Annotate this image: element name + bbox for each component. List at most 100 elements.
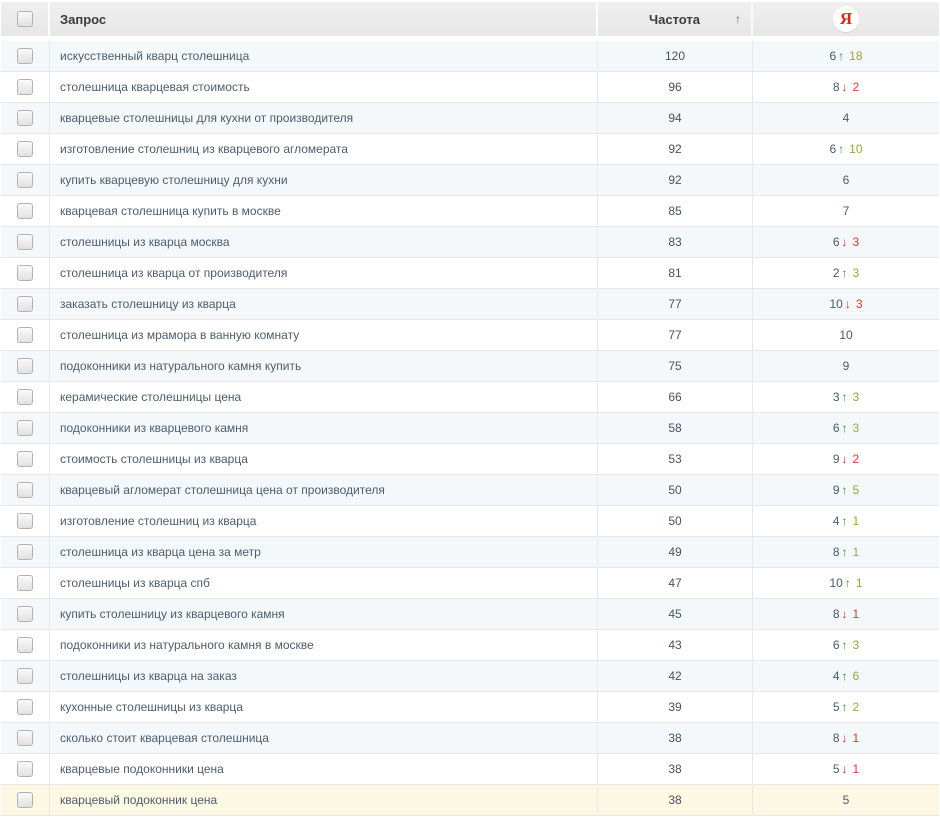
frequency-value: 81 xyxy=(668,266,682,280)
query-cell[interactable]: стоимость столешницы из кварца xyxy=(50,444,598,474)
table-row[interactable]: подоконники из кварцевого камня 58 6 ↑ 3 xyxy=(1,413,939,444)
table-row[interactable]: купить столешницу из кварцевого камня 45… xyxy=(1,599,939,630)
header-frequency-cell[interactable]: Частота ↑ xyxy=(598,2,753,36)
row-checkbox[interactable] xyxy=(17,482,33,498)
position-cell: 4 xyxy=(753,103,939,133)
query-cell[interactable]: столешница кварцевая стоимость xyxy=(50,72,598,102)
query-cell[interactable]: сколько стоит кварцевая столешница xyxy=(50,723,598,753)
query-cell[interactable]: керамические столешницы цена xyxy=(50,382,598,412)
frequency-value: 42 xyxy=(668,669,682,683)
query-cell[interactable]: столешницы из кварца москва xyxy=(50,227,598,257)
table-row[interactable]: столешница из кварца от производителя 81… xyxy=(1,258,939,289)
position-value: 6 xyxy=(832,638,840,652)
table-row[interactable]: кварцевый подоконник цена 38 5 xyxy=(1,785,939,816)
table-row[interactable]: столешница кварцевая стоимость 96 8 ↓ 2 xyxy=(1,72,939,103)
header-yandex-cell[interactable]: Я xyxy=(753,2,939,36)
query-cell[interactable]: кварцевая столешница купить в москве xyxy=(50,196,598,226)
row-checkbox[interactable] xyxy=(17,792,33,808)
row-checkbox[interactable] xyxy=(17,575,33,591)
query-cell[interactable]: изготовление столешниц из кварца xyxy=(50,506,598,536)
row-checkbox[interactable] xyxy=(17,699,33,715)
table-row[interactable]: кварцевая столешница купить в москве 85 … xyxy=(1,196,939,227)
row-checkbox[interactable] xyxy=(17,141,33,157)
row-checkbox-cell xyxy=(1,227,50,257)
position-value: 6 xyxy=(832,421,840,435)
query-cell[interactable]: столешница из кварца от производителя xyxy=(50,258,598,288)
row-checkbox[interactable] xyxy=(17,265,33,281)
position-change-delta: 2 xyxy=(852,80,860,94)
row-checkbox[interactable] xyxy=(17,761,33,777)
query-cell[interactable]: столешница из кварца цена за метр xyxy=(50,537,598,567)
table-row[interactable]: подоконники из натурального камня купить… xyxy=(1,351,939,382)
table-row[interactable]: купить кварцевую столешницу для кухни 92… xyxy=(1,165,939,196)
yandex-logo-icon[interactable]: Я xyxy=(833,6,859,32)
table-row[interactable]: сколько стоит кварцевая столешница 38 8 … xyxy=(1,723,939,754)
query-cell[interactable]: искусственный кварц столешница xyxy=(50,41,598,71)
table-row[interactable]: столешницы из кварца москва 83 6 ↓ 3 xyxy=(1,227,939,258)
query-cell[interactable]: кварцевый агломерат столешница цена от п… xyxy=(50,475,598,505)
row-checkbox-cell xyxy=(1,289,50,319)
row-checkbox-cell xyxy=(1,444,50,474)
query-cell[interactable]: купить столешницу из кварцевого камня xyxy=(50,599,598,629)
table-row[interactable]: изготовление столешниц из кварца 50 4 ↑ … xyxy=(1,506,939,537)
row-checkbox[interactable] xyxy=(17,544,33,560)
row-checkbox[interactable] xyxy=(17,110,33,126)
row-checkbox[interactable] xyxy=(17,327,33,343)
row-checkbox[interactable] xyxy=(17,420,33,436)
sort-ascending-icon[interactable]: ↑ xyxy=(735,12,741,26)
row-checkbox[interactable] xyxy=(17,637,33,653)
row-checkbox[interactable] xyxy=(17,358,33,374)
position-change-arrow-icon: ↑ xyxy=(838,49,845,63)
table-row[interactable]: стоимость столешницы из кварца 53 9 ↓ 2 xyxy=(1,444,939,475)
query-cell[interactable]: подоконники из натурального камня купить xyxy=(50,351,598,381)
query-cell[interactable]: купить кварцевую столешницу для кухни xyxy=(50,165,598,195)
query-text: столешницы из кварца на заказ xyxy=(60,669,237,683)
row-checkbox[interactable] xyxy=(17,48,33,64)
table-row[interactable]: кварцевые подоконники цена 38 5 ↓ 1 xyxy=(1,754,939,785)
row-checkbox[interactable] xyxy=(17,172,33,188)
query-cell[interactable]: изготовление столешниц из кварцевого агл… xyxy=(50,134,598,164)
row-checkbox[interactable] xyxy=(17,606,33,622)
query-cell[interactable]: кварцевые подоконники цена xyxy=(50,754,598,784)
query-cell[interactable]: столешница из мрамора в ванную комнату xyxy=(50,320,598,350)
row-checkbox[interactable] xyxy=(17,730,33,746)
row-checkbox[interactable] xyxy=(17,296,33,312)
header-query-cell[interactable]: Запрос xyxy=(50,2,598,36)
query-text: кварцевый подоконник цена xyxy=(60,793,218,807)
table-header-row: Запрос Частота ↑ Я xyxy=(1,2,939,36)
table-row[interactable]: столешницы из кварца на заказ 42 4 ↑ 6 xyxy=(1,661,939,692)
table-row[interactable]: столешница из кварца цена за метр 49 8 ↑… xyxy=(1,537,939,568)
row-checkbox[interactable] xyxy=(17,513,33,529)
table-row[interactable]: столешница из мрамора в ванную комнату 7… xyxy=(1,320,939,351)
row-checkbox[interactable] xyxy=(17,234,33,250)
table-row[interactable]: керамические столешницы цена 66 3 ↑ 3 xyxy=(1,382,939,413)
row-checkbox[interactable] xyxy=(17,451,33,467)
position-change-arrow-icon: ↑ xyxy=(841,483,848,497)
query-cell[interactable]: подоконники из натурального камня в моск… xyxy=(50,630,598,660)
table-row[interactable]: искусственный кварц столешница 120 6 ↑ 1… xyxy=(1,41,939,72)
table-row[interactable]: изготовление столешниц из кварцевого агл… xyxy=(1,134,939,165)
query-cell[interactable]: столешницы из кварца на заказ xyxy=(50,661,598,691)
query-cell[interactable]: столешницы из кварца спб xyxy=(50,568,598,598)
query-cell[interactable]: подоконники из кварцевого камня xyxy=(50,413,598,443)
row-checkbox[interactable] xyxy=(17,203,33,219)
frequency-cell: 94 xyxy=(598,103,753,133)
query-cell[interactable]: кухонные столешницы из кварца xyxy=(50,692,598,722)
row-checkbox[interactable] xyxy=(17,79,33,95)
query-cell[interactable]: кварцевый подоконник цена xyxy=(50,785,598,815)
table-row[interactable]: кухонные столешницы из кварца 39 5 ↑ 2 xyxy=(1,692,939,723)
query-cell[interactable]: заказать столешницу из кварца xyxy=(50,289,598,319)
row-checkbox[interactable] xyxy=(17,389,33,405)
query-text: керамические столешницы цена xyxy=(60,390,242,404)
query-cell[interactable]: кварцевые столешницы для кухни от произв… xyxy=(50,103,598,133)
table-row[interactable]: кварцевый агломерат столешница цена от п… xyxy=(1,475,939,506)
table-row[interactable]: столешницы из кварца спб 47 10 ↑ 1 xyxy=(1,568,939,599)
row-checkbox[interactable] xyxy=(17,668,33,684)
table-row[interactable]: подоконники из натурального камня в моск… xyxy=(1,630,939,661)
select-all-checkbox[interactable] xyxy=(16,11,33,27)
frequency-value: 77 xyxy=(668,328,682,342)
table-row[interactable]: заказать столешницу из кварца 77 10 ↓ 3 xyxy=(1,289,939,320)
position-change-arrow-icon: ↑ xyxy=(838,142,845,156)
table-row[interactable]: кварцевые столешницы для кухни от произв… xyxy=(1,103,939,134)
